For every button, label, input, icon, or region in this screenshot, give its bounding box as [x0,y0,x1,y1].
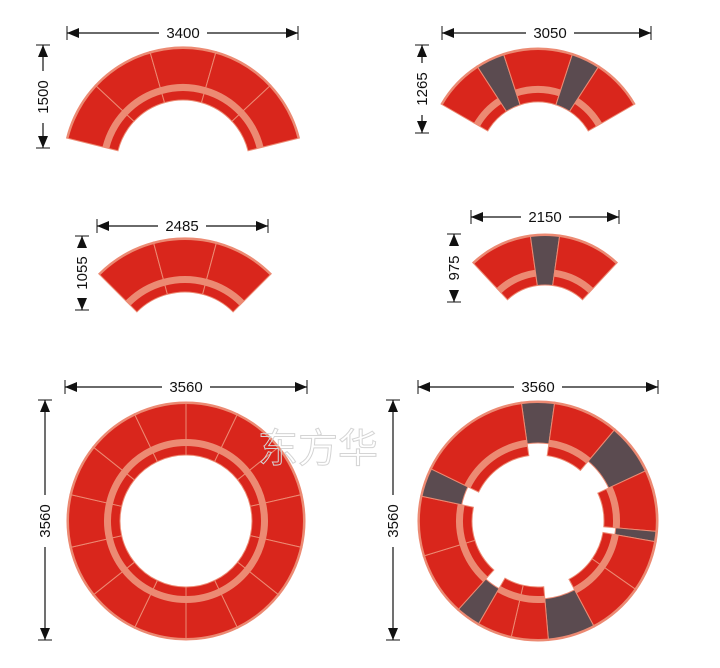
arrow-down-icon [40,628,50,640]
seat-stripe [102,110,128,149]
arrow-up-icon [38,45,48,57]
arrow-left-icon [418,382,430,392]
height-label-2: 1265 [414,72,431,105]
seat-stripe [150,439,186,454]
arrow-right-icon [607,212,619,222]
height-label-4: 975 [446,255,463,280]
seat-stripe [519,594,546,603]
seat-stripe [186,588,222,603]
dimension-lines-1 [36,26,299,149]
seat-stripe [244,537,266,573]
height-label-1: 1500 [35,80,52,113]
seat-stripe [459,542,488,582]
seat-stripe [599,534,619,569]
seat-stripe [150,588,186,603]
seat-stripe [259,502,268,540]
dimension-lines-6 [386,380,659,641]
sofa-layout-6 [417,400,659,642]
arrow-right-icon [256,221,268,231]
arrow-down-icon [77,298,87,310]
seat-stripe [125,278,166,306]
width-label-3: 2485 [165,218,198,235]
arrow-left-icon [65,382,77,392]
dimension-lines-3 [75,219,269,311]
dimension-lines-5 [38,380,308,641]
sofa-layout-3 [98,237,272,313]
outer-rim [472,233,618,264]
seat-stripe [464,439,528,489]
seat-stripe [553,269,594,294]
arrow-up-icon [417,45,427,57]
arrow-right-icon [646,382,658,392]
arrow-right-icon [639,28,651,38]
seat-stripe [238,110,264,149]
sofa-layout-1 [65,46,301,152]
width-label-6: 3560 [521,379,554,396]
watermark: 东方华 [258,426,378,472]
arrow-down-icon [38,136,48,148]
seat-stripe [605,486,620,529]
sofa-seat-segment [472,234,538,301]
seat-stripe [106,537,128,573]
width-label-5: 3560 [169,379,202,396]
seat-stripe [515,86,561,97]
seat-stripe [455,503,467,545]
seat-stripe [121,447,154,475]
arrow-left-icon [442,28,454,38]
arrow-left-icon [471,212,483,222]
arrow-right-icon [295,382,307,392]
seat-stripe [204,278,245,306]
seat-stripe [473,97,502,127]
height-label-5: 3560 [37,504,54,537]
seat-stripe [186,439,222,454]
seat-stripe [121,567,154,595]
sofa-seat-segment [552,234,618,301]
seat-stripe [244,469,266,505]
seat-stripe [218,447,251,475]
outer-rim [98,238,272,276]
arrow-up-icon [388,400,398,412]
sofa-layout-4 [472,233,618,301]
seat-stripe [218,567,251,595]
arrow-down-icon [417,121,427,133]
sofa-layout-5 [66,401,306,641]
arrow-down-icon [449,290,459,302]
seat-stripe [573,564,606,594]
height-label-3: 1055 [74,256,91,289]
arrow-left-icon [97,221,109,231]
dimension-lines-2 [415,26,652,134]
seat-stripe [497,585,522,601]
arrow-right-icon [286,28,298,38]
seat-stripe [163,276,207,286]
seat-stripe [496,269,537,294]
sofa-layout-2 [440,47,636,132]
height-label-6: 3560 [385,504,402,537]
arrow-left-icon [67,28,79,38]
seat-stripe [104,502,113,540]
width-label-2: 3050 [533,25,566,42]
seat-stripe [160,83,206,94]
seat-stripe [122,87,163,116]
width-label-4: 2150 [528,209,561,226]
width-label-1: 3400 [166,25,199,42]
seat-stripe [548,439,591,464]
arrow-up-icon [449,234,459,246]
seat-stripe [574,97,603,127]
seat-stripe [203,87,244,116]
arrow-up-icon [40,400,50,412]
arrow-down-icon [388,628,398,640]
arrow-up-icon [77,236,87,248]
seat-stripe [106,469,128,505]
dimension-lines-4 [447,210,620,303]
